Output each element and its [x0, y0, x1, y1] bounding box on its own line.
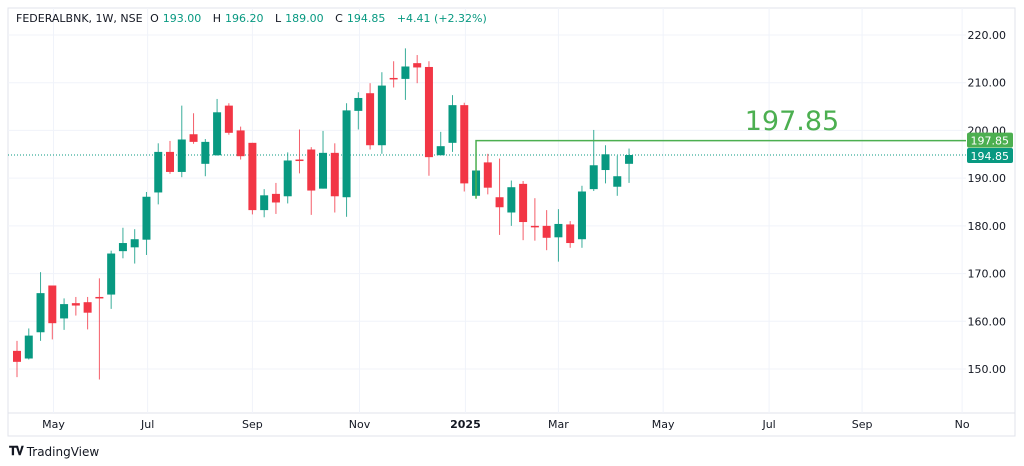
candle-up[interactable]: [154, 151, 163, 193]
price-tick-label: 170.00: [968, 268, 1007, 281]
candle-up[interactable]: [613, 176, 622, 187]
price-tick-label: 180.00: [968, 220, 1007, 233]
candle-down[interactable]: [189, 134, 198, 142]
candle-down[interactable]: [330, 152, 339, 197]
candle-down[interactable]: [166, 151, 175, 172]
time-tick-label: Nov: [349, 418, 371, 431]
low-value: 189.00: [285, 12, 324, 25]
tradingview-logo-icon: 𝐓𝐕: [9, 444, 24, 458]
candle-up[interactable]: [589, 165, 598, 190]
price-tick-label: 160.00: [968, 315, 1007, 328]
time-tick-label: Sep: [242, 418, 263, 431]
horizontal-level-line[interactable]: [475, 139, 966, 199]
candle-down[interactable]: [495, 197, 504, 208]
candle-down[interactable]: [366, 93, 375, 146]
candle-down[interactable]: [248, 142, 257, 211]
candle-up[interactable]: [342, 110, 351, 198]
candle-up[interactable]: [260, 195, 269, 211]
candle-down[interactable]: [95, 296, 104, 299]
candle-down[interactable]: [71, 303, 80, 306]
candle-up[interactable]: [177, 139, 186, 172]
last-price-tag: [967, 148, 1013, 164]
candle-down[interactable]: [224, 105, 233, 133]
candle-down[interactable]: [307, 149, 316, 191]
close-value: 194.85: [346, 12, 386, 25]
time-tick-label: 2025: [450, 418, 481, 431]
time-tick-label: May: [42, 418, 65, 431]
low-label: L: [275, 12, 282, 25]
candle-down[interactable]: [48, 285, 57, 324]
candle-up[interactable]: [577, 191, 586, 240]
candle-up[interactable]: [142, 196, 151, 240]
candle-down[interactable]: [271, 193, 280, 203]
candle-down[interactable]: [236, 130, 245, 157]
open-value: 193.00: [162, 12, 202, 25]
candle-down[interactable]: [483, 162, 492, 188]
candle-up[interactable]: [107, 253, 116, 295]
candle-down[interactable]: [424, 66, 433, 158]
candle-up[interactable]: [625, 155, 634, 164]
candle-down[interactable]: [413, 63, 422, 68]
price-tick-label: 210.00: [968, 77, 1007, 90]
time-tick-label: Jul: [761, 418, 775, 431]
candle-up[interactable]: [436, 146, 445, 156]
change-value: +4.41 (+2.32%): [396, 12, 487, 25]
candle-down[interactable]: [530, 225, 539, 228]
price-tick-label: 190.00: [968, 172, 1007, 185]
high-value: 196.20: [225, 12, 264, 25]
candle-down[interactable]: [389, 77, 398, 80]
candle-up[interactable]: [60, 304, 69, 319]
candle-up[interactable]: [319, 152, 328, 189]
tradingview-brand[interactable]: 𝐓𝐕 TradingView: [9, 444, 99, 459]
candle-down[interactable]: [460, 105, 469, 184]
candle-down[interactable]: [542, 225, 551, 238]
time-tick-label: Mar: [548, 418, 569, 431]
level-line-label: 197.85: [745, 106, 839, 137]
candle-up[interactable]: [448, 105, 457, 143]
candle-down[interactable]: [566, 224, 575, 244]
symbol-title: FEDERALBNK, 1W, NSE: [16, 12, 143, 25]
high-label: H: [212, 12, 222, 25]
close-label: C: [335, 12, 343, 25]
time-tick-label: Sep: [852, 418, 873, 431]
candle-down[interactable]: [83, 302, 92, 313]
brand-name: TradingView: [26, 444, 100, 459]
time-tick-label: May: [652, 418, 675, 431]
candle-up[interactable]: [213, 112, 222, 156]
candle-up[interactable]: [507, 187, 516, 213]
time-tick-label: Jul: [140, 418, 154, 431]
candle-up[interactable]: [24, 335, 33, 359]
candle-down[interactable]: [13, 350, 21, 362]
open-label: O: [150, 12, 159, 25]
level-price-tag-text: 197.85: [971, 135, 1010, 148]
candle-up[interactable]: [554, 223, 563, 238]
time-tick-label: No: [955, 418, 970, 431]
candle-up[interactable]: [401, 66, 410, 79]
level-price-tag: [967, 132, 1013, 148]
candle-down[interactable]: [519, 183, 528, 223]
candle-up[interactable]: [354, 97, 363, 111]
candle-up[interactable]: [377, 85, 386, 146]
price-tick-label: 220.00: [968, 29, 1007, 42]
candle-up[interactable]: [601, 154, 610, 171]
candle-down[interactable]: [295, 159, 304, 162]
candle-up[interactable]: [201, 141, 210, 164]
last-price-tag-text: 194.85: [971, 150, 1010, 163]
candle-up[interactable]: [283, 160, 292, 197]
price-tick-label: 150.00: [968, 363, 1007, 376]
candle-up[interactable]: [130, 239, 139, 248]
candle-up[interactable]: [118, 243, 127, 252]
candle-up[interactable]: [36, 293, 45, 333]
symbol-legend: FEDERALBNK, 1W, NSE O 193.00 H 196.20 L 189…: [16, 12, 491, 25]
